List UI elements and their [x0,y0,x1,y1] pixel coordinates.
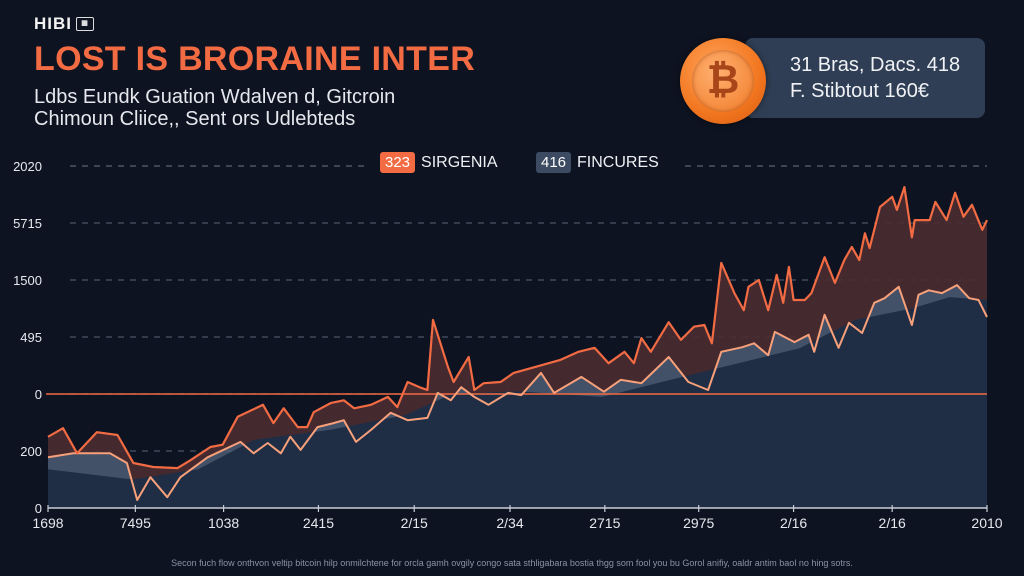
y-tick-label: 2020 [13,159,42,174]
x-tick-label: 1038 [208,515,239,531]
logo-text: HIBI [34,14,72,33]
series-line-fincures [47,284,988,501]
subtitle-line-2: Chimoun Cliice,, Sent ors Udlebteds [34,108,356,130]
y-tick-label: 495 [20,330,42,345]
x-tick-label: 2415 [303,515,334,531]
x-tick-label: 2/34 [496,515,523,531]
y-tick-label: 1500 [13,273,42,288]
y-tick-label: 0 [35,501,42,516]
page-title: LOST IS BRORAINE INTER [34,40,476,78]
legend-label: SIRGENIA [421,153,498,171]
x-tick-label: 2/16 [780,515,807,531]
legend-badge: 416 [536,152,572,173]
series-line-sirgenia [47,186,988,470]
base-area [48,297,987,508]
upper-band-area [48,187,987,500]
x-tick-label: 2975 [683,515,714,531]
info-card-line-1: 31 Bras, Dacs. 418 [790,54,961,76]
y-tick-label: 5715 [13,216,42,231]
logo-mark-icon: ▦ [76,17,94,31]
legend-badge: 323 [380,152,416,173]
y-tick-label: 200 [20,444,42,459]
x-tick-label: 2/15 [401,515,428,531]
x-tick-label: 7495 [120,515,151,531]
x-tick-label: 2010 [971,515,1002,531]
legend-label: FINCURES [577,153,659,171]
y-tick-label: 0 [35,387,42,402]
x-tick-label: 2/16 [879,515,906,531]
info-card: 31 Bras, Dacs. 418 F. Stibtout 160€ [745,38,985,118]
info-card-line-2: F. Stibtout 160€ [790,80,929,102]
brand-logo: HIBI ▦ [34,14,94,34]
footer-note: Secon fuch flow onthvon veltip bitcoin h… [171,558,853,568]
x-tick-label: 1698 [32,515,63,531]
subtitle: Ldbs Eundk Guation Wdalven d, Gitcroin C… [34,86,395,130]
legend-item-fincures: 416 FINCURES [536,152,659,173]
bitcoin-icon: ₿ [680,38,766,124]
legend-item-sirgenia: 323 SIRGENIA [380,152,498,173]
bitcoin-symbol: ₿ [706,58,740,102]
x-tick-label: 2715 [589,515,620,531]
subtitle-line-1: Ldbs Eundk Guation Wdalven d, Gitcroin [34,86,396,108]
